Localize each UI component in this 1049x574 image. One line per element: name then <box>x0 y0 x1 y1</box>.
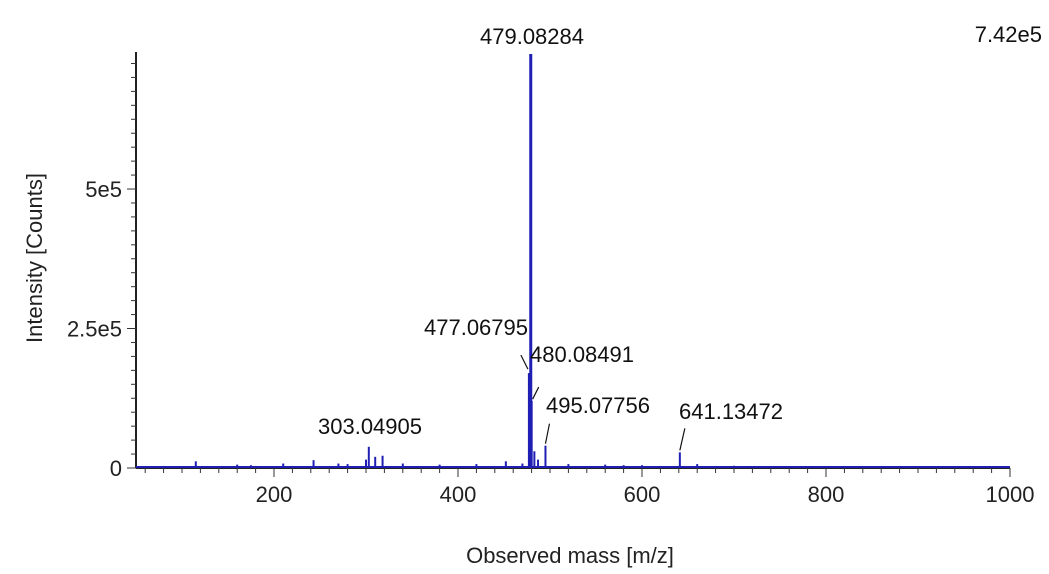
peak-label-leader <box>544 423 551 444</box>
max-intensity-label: 7.42e5 <box>975 22 1042 47</box>
x-axis-title: Observed mass [m/z] <box>466 543 674 568</box>
peak-label-leader <box>520 354 529 370</box>
peak-label: 495.07756 <box>546 393 650 418</box>
y-tick-label: 2.5e5 <box>67 317 122 342</box>
spectrum-peaks <box>136 54 1010 468</box>
peak-label: 477.06795 <box>424 315 528 340</box>
peak-label-leader <box>679 428 686 451</box>
peak-label-leader <box>532 386 540 400</box>
peak-label: 303.04905 <box>318 414 422 439</box>
x-tick-label: 600 <box>624 482 661 507</box>
peak-label: 480.08491 <box>530 342 634 367</box>
x-tick-label: 800 <box>808 482 845 507</box>
x-tick-label: 1000 <box>986 482 1035 507</box>
axes: 200 400 600 800 1000 0 2.5e5 5e5 <box>67 52 1035 507</box>
y-axis-title: Intensity [Counts] <box>22 173 47 343</box>
peak-label: 641.13472 <box>679 399 783 424</box>
peak-label: 479.08284 <box>480 24 584 49</box>
y-tick-label: 5e5 <box>85 177 122 202</box>
y-tick-label: 0 <box>110 456 122 481</box>
x-tick-label: 400 <box>440 482 477 507</box>
x-tick-label: 200 <box>256 482 293 507</box>
